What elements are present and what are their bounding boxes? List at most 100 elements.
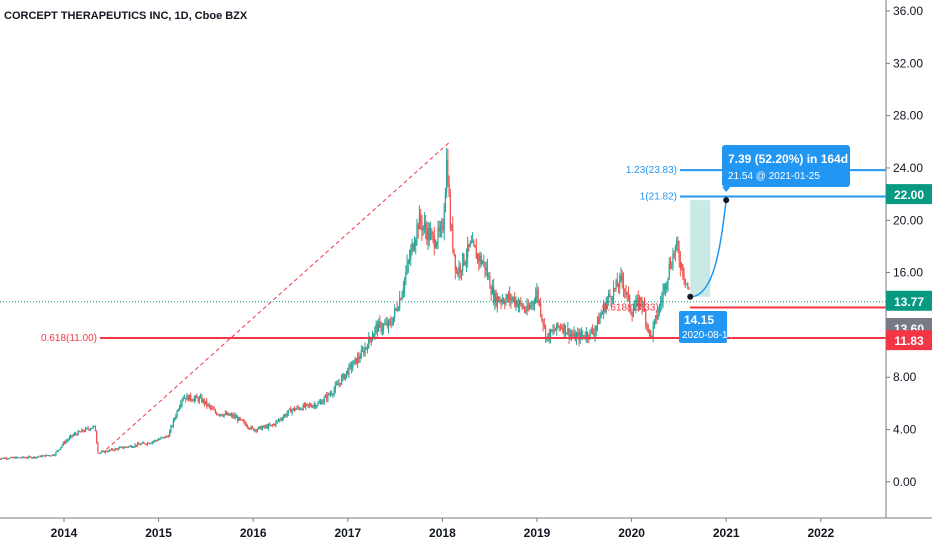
candle-body: [9, 457, 11, 459]
candle-body: [57, 449, 59, 451]
candle-body: [640, 297, 642, 302]
candle-body: [379, 321, 381, 323]
candle-body: [211, 407, 213, 409]
candle-body: [279, 419, 281, 421]
candle-body: [319, 401, 322, 403]
candle-body: [234, 415, 236, 418]
candle-body: [614, 288, 616, 290]
x-tick-label: 2022: [807, 526, 834, 540]
candle-body: [562, 327, 564, 333]
candle-body: [656, 315, 658, 319]
candle-body: [554, 330, 557, 332]
projection-start-point[interactable]: [687, 293, 694, 300]
candle-body: [360, 350, 362, 359]
candle-body: [317, 402, 319, 406]
candle-body: [112, 448, 114, 451]
candle-body: [0, 458, 1, 460]
candle-body: [425, 223, 427, 231]
candle-body: [329, 393, 332, 395]
candle-body: [417, 224, 419, 230]
candle-body: [590, 329, 592, 331]
projection-end-point[interactable]: [723, 197, 730, 204]
candle-body: [446, 160, 448, 192]
candle-body: [568, 328, 570, 338]
candle-body: [598, 317, 600, 324]
candle-body: [260, 426, 262, 430]
candle-body: [167, 436, 170, 438]
candle-body: [652, 325, 654, 337]
candle-body: [587, 332, 589, 338]
candle-body: [102, 451, 104, 453]
candle-body: [420, 213, 422, 224]
candle-body: [438, 227, 440, 232]
fib-trend-line[interactable]: [106, 141, 451, 450]
y-tick-label: 4.00: [893, 423, 917, 437]
candle-body: [511, 298, 513, 301]
candle-body: [110, 448, 113, 451]
candle-body: [535, 295, 537, 303]
candle-body: [180, 403, 182, 407]
candle-body: [256, 429, 259, 431]
candle-body: [39, 455, 41, 457]
candle-body: [26, 457, 29, 459]
candle-body: [61, 445, 63, 448]
candle-body: [517, 304, 519, 307]
candle-body: [609, 293, 611, 297]
candle-body: [144, 443, 146, 445]
candle-body: [464, 262, 466, 265]
candle-body: [212, 407, 214, 410]
candle-body: [570, 334, 573, 336]
candle-body: [87, 428, 89, 430]
candle-body: [115, 448, 118, 450]
x-tick-label: 2020: [618, 526, 645, 540]
candle-body: [669, 263, 672, 268]
candle-body: [47, 455, 50, 457]
x-tick-label: 2015: [145, 526, 172, 540]
candle-body: [166, 436, 168, 438]
candle-body: [51, 454, 53, 456]
candle-body: [522, 307, 524, 309]
candle-body: [118, 447, 120, 450]
candle-body: [528, 306, 531, 310]
candle-body: [460, 270, 463, 272]
candle-body: [396, 308, 398, 311]
candle-body: [244, 421, 246, 425]
candle-body: [159, 438, 161, 440]
fib-level-label: 0.618(11.00): [41, 333, 97, 344]
projection-callout: [722, 145, 850, 187]
candle-body: [661, 299, 663, 303]
candle-body: [480, 255, 482, 265]
candle-body: [395, 308, 397, 310]
candle-body: [650, 330, 652, 336]
candle-body: [97, 442, 99, 454]
candle-body: [577, 333, 579, 336]
candle-body: [133, 446, 135, 448]
candle-body: [490, 288, 492, 295]
candle-body: [80, 431, 82, 433]
candle-body: [99, 452, 102, 454]
candle-body: [265, 425, 267, 428]
candle-body: [333, 389, 335, 395]
y-tick-label: 0.00: [893, 475, 917, 489]
candle-body: [67, 439, 69, 441]
time-axis[interactable]: 2014 2015 2016 2017 2018 2019 2020 2021 2022: [51, 518, 835, 540]
candle-body: [345, 370, 348, 375]
candle-body: [92, 426, 94, 428]
candle-body: [233, 415, 235, 417]
candle-body: [73, 433, 76, 435]
candle-body: [60, 447, 62, 450]
candle-body: [443, 211, 445, 231]
candle-body: [547, 333, 549, 337]
candle-body: [251, 426, 254, 429]
candle-body: [667, 277, 669, 284]
projection-curve[interactable]: [690, 200, 727, 298]
candle-body: [164, 436, 166, 438]
candle-body: [181, 399, 183, 404]
candle-body: [305, 403, 307, 407]
candle-body: [160, 437, 162, 439]
candle-body: [33, 456, 35, 458]
candle-body: [174, 418, 176, 420]
price-axis[interactable]: 36.0032.0028.0024.0020.0016.0012.008.004…: [886, 4, 923, 489]
fib-level-label: 0.618(13.33): [602, 303, 659, 314]
